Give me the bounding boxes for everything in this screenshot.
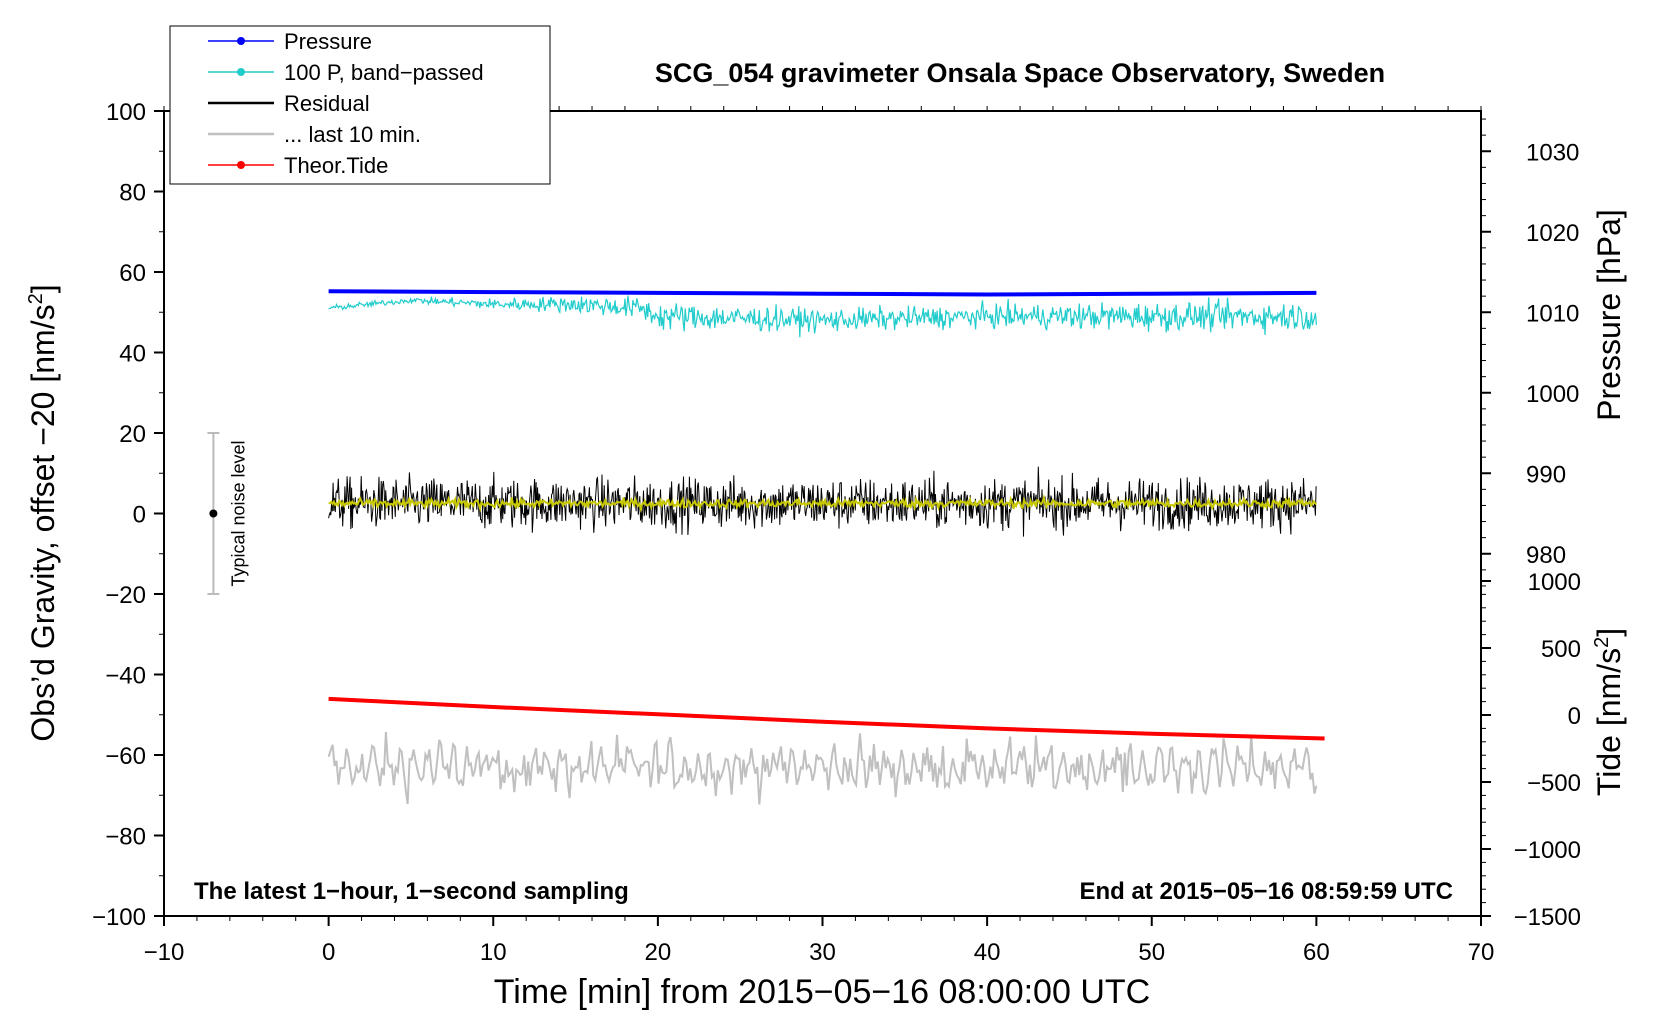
y-axis-gravity: 100 80 60 40 20 0 −20 −40 −60 −80 −100 (92, 99, 164, 931)
y-axis-label-gravity-sup: 2 (25, 293, 47, 304)
tide-tick-label: 1000 (1528, 569, 1581, 596)
x-tick-label: 20 (645, 939, 672, 966)
y-tick-label: 100 (106, 99, 146, 126)
y-axis-pressure: 1030 1020 1010 1000 990 980 (1481, 118, 1579, 587)
x-tick-label: 0 (322, 939, 335, 966)
series-band-passed (328, 295, 1317, 338)
y-tick-label: 0 (133, 502, 146, 529)
y-tick-label: −20 (105, 582, 146, 609)
y-tick-label: 80 (119, 180, 146, 207)
legend-label: 100 P, band−passed (284, 60, 484, 85)
tide-tick-label: −500 (1527, 770, 1581, 797)
series-residual-smoothed (328, 493, 1318, 514)
pressure-tick-label: 1030 (1526, 139, 1579, 166)
series-layer (327, 289, 1325, 805)
y-axis-label-pressure: Pressure [hPa] (1591, 209, 1627, 421)
x-axis-label: Time [min] from 2015−05−16 08:00:00 UTC (494, 973, 1150, 1011)
legend-label: Pressure (284, 29, 372, 54)
pressure-tick-label: 1020 (1526, 220, 1579, 247)
x-axis: −10 0 10 20 30 40 50 60 70 (144, 106, 1495, 966)
x-tick-label: −10 (144, 939, 185, 966)
tide-tick-label: 500 (1541, 636, 1581, 663)
legend-box (169, 25, 551, 185)
x-tick-label: 40 (974, 939, 1001, 966)
y-axis-label-tide-end: ] (1591, 628, 1627, 637)
y-axis-label-tide-sup: 2 (1591, 637, 1613, 648)
series-last-10-min (327, 731, 1318, 805)
x-tick-label: 70 (1468, 939, 1495, 966)
pressure-tick-label: 980 (1526, 542, 1566, 569)
y-tick-label: −80 (105, 824, 146, 851)
pressure-tick-label: 990 (1526, 461, 1566, 488)
noise-level-label: Typical noise level (228, 440, 248, 586)
y-tick-label: 20 (119, 421, 146, 448)
noise-center-dot (209, 509, 218, 518)
y-tick-label: −60 (105, 743, 146, 770)
legend-label: Residual (284, 91, 370, 116)
legend-marker (237, 68, 245, 76)
pressure-tick-label: 1000 (1526, 381, 1579, 408)
legend-marker (237, 161, 245, 169)
y-tick-label: −100 (92, 904, 146, 931)
legend-marker (237, 37, 245, 45)
legend-label: Theor.Tide (284, 153, 388, 178)
y-axis-tide: 1000 500 0 −500 −1000 −1500 (1481, 569, 1581, 931)
legend: Pressure 100 P, band−passed Residual ... la… (169, 25, 551, 185)
x-tick-label: 50 (1138, 939, 1165, 966)
x-tick-label: 10 (480, 939, 507, 966)
legend-label: ... last 10 min. (284, 122, 421, 147)
chart-title: SCG_054 gravimeter Onsala Space Observat… (655, 58, 1385, 88)
series-theor-tide (328, 696, 1325, 741)
annotation-end-time: End at 2015−05−16 08:59:59 UTC (1079, 878, 1453, 905)
y-axis-label-tide: Tide [nm/s2] (1591, 628, 1627, 796)
y-axis-label-gravity-text: Obs’d Gravity, offset −20 [nm/s (25, 304, 61, 741)
y-tick-label: −40 (105, 663, 146, 690)
y-axis-label-gravity-end: ] (25, 284, 61, 293)
y-axis-label-tide-text: Tide [nm/s (1591, 648, 1627, 796)
tide-tick-label: −1000 (1514, 837, 1581, 864)
noise-level-indicator: Typical noise level (207, 432, 248, 595)
annotation-sampling: The latest 1−hour, 1−second sampling (194, 878, 629, 905)
tide-tick-label: 0 (1568, 703, 1581, 730)
x-tick-label: 30 (809, 939, 836, 966)
tide-tick-label: −1500 (1514, 904, 1581, 931)
x-tick-label: 60 (1303, 939, 1330, 966)
y-tick-label: 60 (119, 260, 146, 287)
y-tick-label: 40 (119, 341, 146, 368)
pressure-tick-label: 1010 (1526, 300, 1579, 327)
y-axis-label-gravity: Obs’d Gravity, offset −20 [nm/s2] (25, 284, 61, 741)
series-pressure (328, 289, 1317, 297)
